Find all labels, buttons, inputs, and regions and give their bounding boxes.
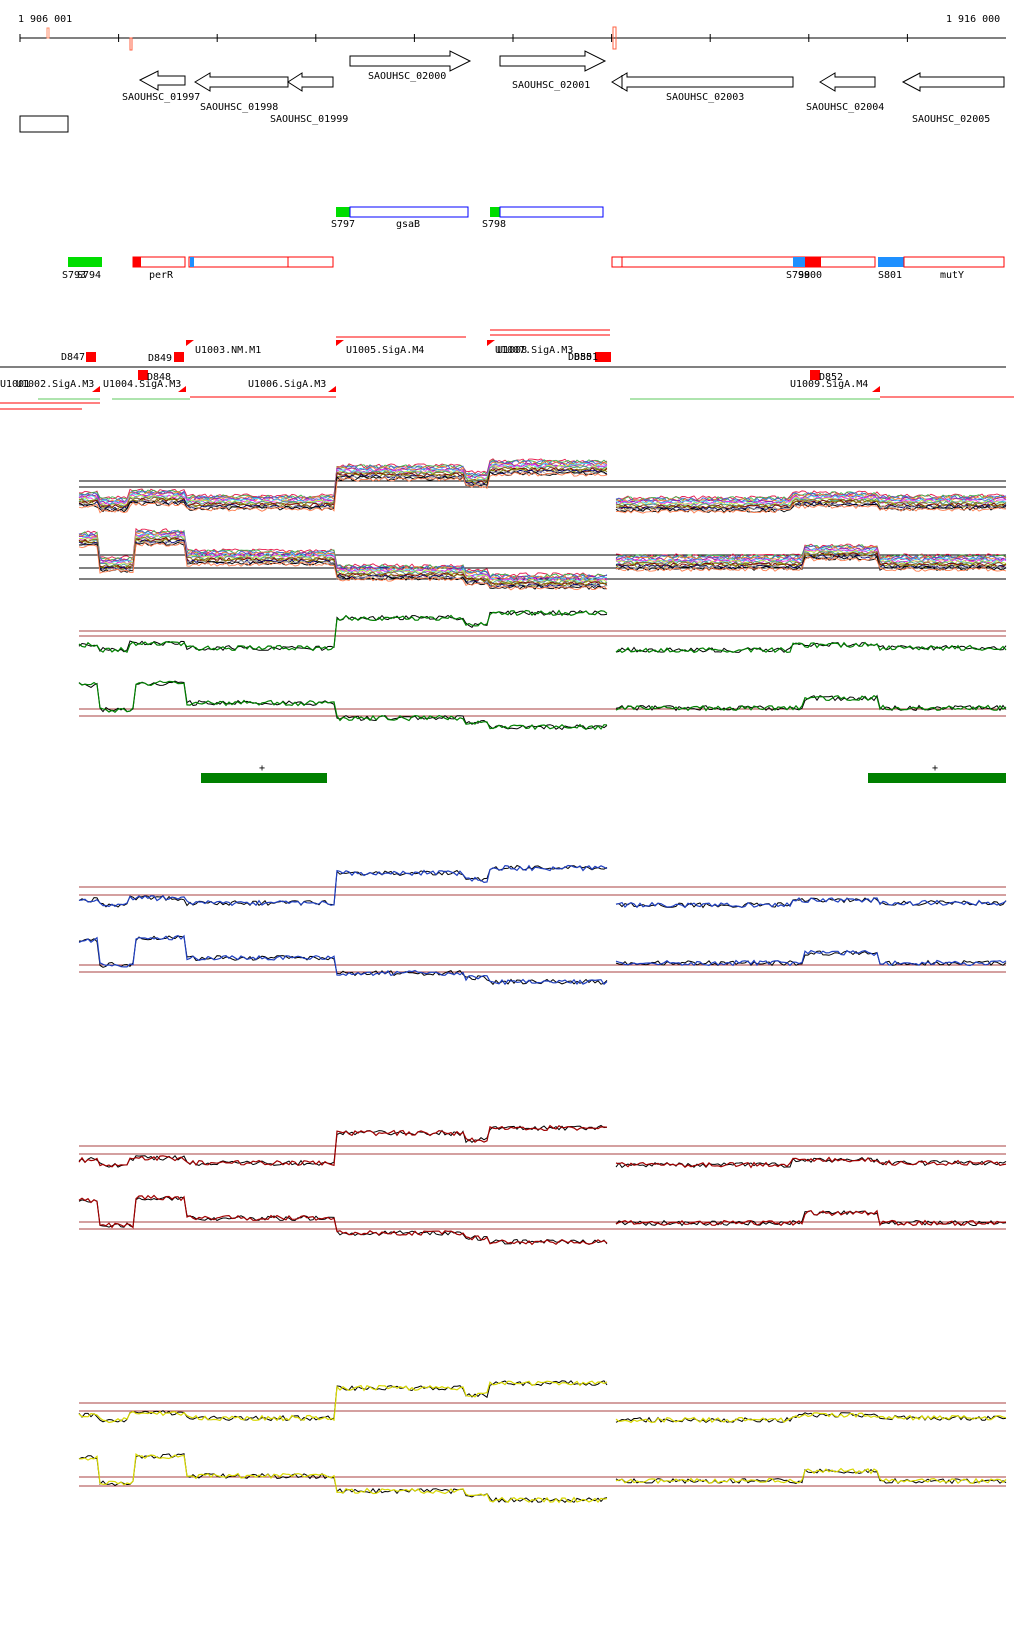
gene-track: SAOUHSC_01997 SAOUHSC_01998 SAOUHSC_0199… (19, 50, 1005, 133)
gene-label: SAOUHSC_02005 (912, 114, 990, 125)
gene-arrow[interactable]: SAOUHSC_02003 (611, 72, 794, 103)
expression-trace (78, 1124, 1007, 1169)
expression-trace (78, 1453, 1007, 1503)
expression-trace (78, 1196, 1007, 1246)
expression-panel-multi (78, 458, 1007, 591)
expression-panel-green (78, 609, 1007, 731)
gene-arrow[interactable]: SAOUHSC_02000 (349, 50, 472, 82)
tss-label: U1006.SigA.M3 (248, 379, 326, 390)
tss-label: U1004.SigA.M3 (103, 379, 181, 390)
significance-mark: + (932, 763, 938, 774)
feature-label: S800 (798, 270, 822, 281)
tss-label: D852 (819, 372, 843, 383)
feature-track-plus: S797 gsaB S798 (331, 206, 604, 230)
gene-arrow[interactable]: SAOUHSC_01997 (122, 70, 200, 103)
gene-label: SAOUHSC_01999 (270, 114, 348, 125)
tss-label: U1002.SigA.M3 (16, 379, 94, 390)
gene-arrow[interactable]: SAOUHSC_02001 (499, 50, 607, 91)
feature-name: mutY (940, 270, 964, 281)
gene-label: SAOUHSC_02001 (512, 80, 590, 91)
expression-panel-red (78, 1124, 1007, 1246)
tss-label: U1009.SigA.M4 (790, 379, 868, 390)
tss-label: D851 (574, 352, 598, 363)
significance-track: + + (201, 763, 1006, 783)
tss-label: U1007.SigA.M3 (495, 345, 573, 356)
gene-arrow[interactable]: SAOUHSC_02005 (901, 72, 1005, 125)
expression-trace (79, 935, 1007, 986)
gene-arrow[interactable]: SAOUHSC_02004 (806, 72, 884, 113)
expression-trace (78, 471, 1007, 514)
gene-label: SAOUHSC_01997 (122, 92, 200, 103)
ruler-end-label: 1 916 000 (946, 14, 1000, 25)
feature-name: gsaB (396, 219, 420, 230)
coordinate-ruler: 1 906 001 1 916 000 (18, 14, 1006, 51)
expression-panel-yellow (78, 1380, 1007, 1504)
tss-label: D847 (61, 352, 85, 363)
ruler-start-label: 1 906 001 (18, 14, 72, 25)
expression-trace (78, 934, 1007, 986)
feature-label: S798 (482, 219, 506, 230)
expression-panel-blue (78, 864, 1007, 986)
gene-arrow[interactable]: SAOUHSC_01999 (270, 72, 348, 125)
expression-trace (78, 609, 1007, 654)
scale-box (19, 115, 69, 133)
gene-label: SAOUHSC_02004 (806, 102, 884, 113)
expression-trace (78, 680, 1007, 731)
tss-label: U1005.SigA.M4 (346, 345, 424, 356)
tss-label: U1008 (497, 345, 527, 356)
expression-trace (79, 1453, 1007, 1504)
feature-name: perR (149, 270, 174, 281)
significance-mark: + (259, 763, 265, 774)
significant-region[interactable] (201, 773, 327, 783)
gene-arrow[interactable]: SAOUHSC_01998 (194, 72, 289, 113)
gene-label: SAOUHSC_02000 (368, 71, 446, 82)
tss-label: U1003.NM.M1 (195, 345, 261, 356)
expression-trace (78, 609, 1007, 653)
feature-label: S797 (331, 219, 355, 230)
tss-label: U1001 (0, 379, 30, 390)
tss-track: D847 D848 D849 D850 D851 D852 U1001 U100… (0, 329, 1014, 410)
tss-label: D850 (568, 352, 592, 363)
expression-trace (78, 1124, 1007, 1169)
expression-trace (78, 864, 1007, 909)
tss-label: D849 (148, 353, 172, 364)
expression-trace (78, 1194, 1007, 1246)
tss-label: D848 (147, 372, 171, 383)
feature-label: S801 (878, 270, 902, 281)
gene-label: SAOUHSC_02003 (666, 92, 744, 103)
gene-label: SAOUHSC_01998 (200, 102, 278, 113)
expression-trace (78, 680, 1007, 731)
feature-track-minus: S793 S794 perR S799 S800 S801 mutY (62, 256, 1005, 281)
feature-label: S793 (62, 270, 86, 281)
significant-region[interactable] (868, 773, 1006, 783)
expression-trace (78, 541, 1007, 591)
feature-label: S794 (77, 270, 101, 281)
expression-trace (78, 1380, 1007, 1424)
feature-label: S799 (786, 270, 810, 281)
